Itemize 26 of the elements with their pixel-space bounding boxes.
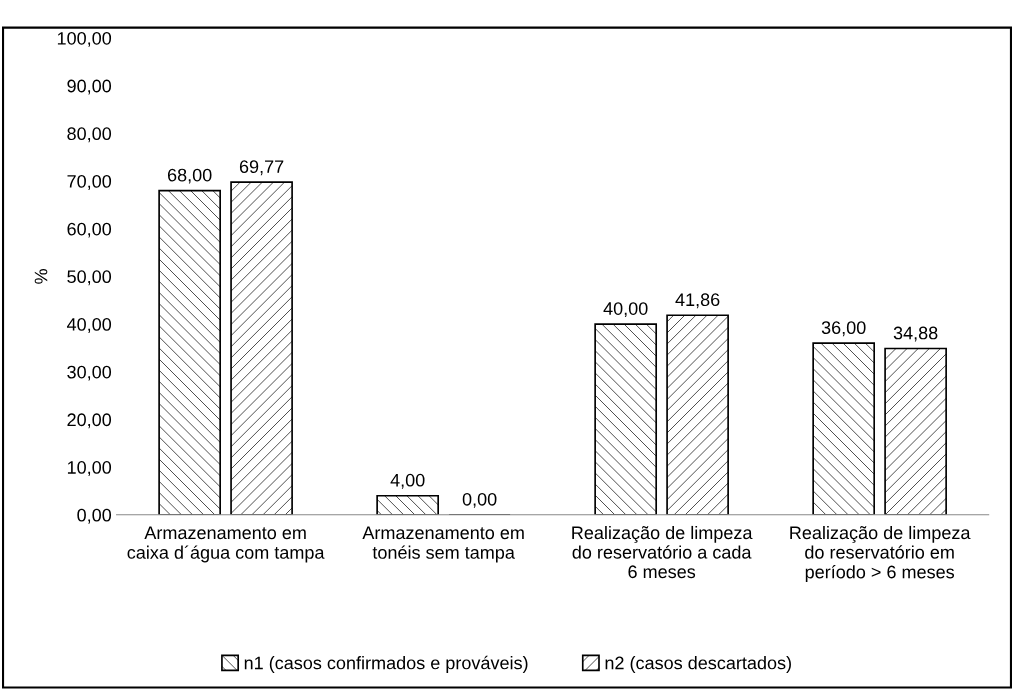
- y-tick-label: 20,00: [67, 413, 112, 429]
- data-label: 68,00: [167, 168, 212, 184]
- x-tick-label: Realização de limpeza do reservatório em período > 6 meses: [790, 525, 971, 582]
- data-label: 0,00: [462, 492, 497, 508]
- x-tick-label: Armazenamento em caixa d´água com tampa: [127, 526, 325, 563]
- y-tick-label: 0,00: [77, 508, 112, 524]
- y-tick-label: 50,00: [67, 270, 112, 286]
- data-label: 36,00: [821, 321, 866, 337]
- y-tick-label: 80,00: [67, 127, 112, 143]
- y-tick-label: 30,00: [67, 365, 112, 381]
- x-tick-label: Realização de limpeza do reservatório a cada 6 meses: [572, 525, 753, 579]
- data-label: 4,00: [390, 473, 425, 489]
- y-tick-label: 100,00: [57, 31, 112, 47]
- legend-label: n2 (casos descartados): [605, 656, 791, 673]
- data-label: 40,00: [603, 302, 648, 318]
- y-tick-label: 10,00: [67, 461, 112, 476]
- data-label: 69,77: [239, 160, 284, 176]
- y-tick-label: 70,00: [67, 174, 112, 190]
- y-tick-label: 90,00: [67, 79, 112, 95]
- y-axis-title: %: [34, 269, 48, 284]
- legend-label: n1 (casos confirmados e prováveis): [244, 655, 528, 673]
- x-tick-label: Armazenamento em tonéis sem tampa: [362, 526, 524, 563]
- y-tick-label: 60,00: [67, 222, 112, 238]
- y-tick-label: 40,00: [66, 318, 112, 333]
- data-label: 34,88: [893, 326, 938, 342]
- data-label: 41,86: [675, 293, 720, 309]
